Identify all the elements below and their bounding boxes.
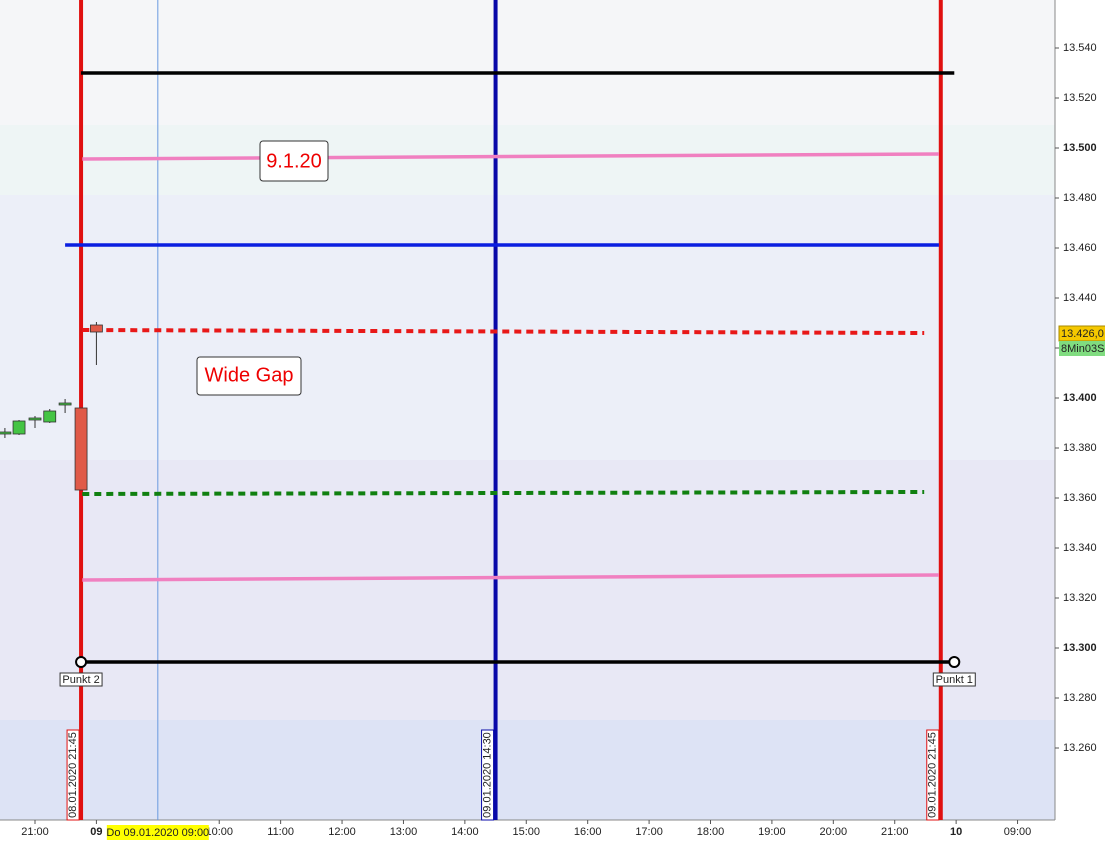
annotation: Wide Gap	[196, 356, 302, 396]
vertical-line-label-box	[66, 729, 80, 821]
anchor-point	[75, 656, 88, 668]
x-tick-label: 13:00	[390, 826, 418, 838]
horizontal-line	[82, 328, 925, 335]
x-tick-label: 10	[950, 826, 962, 838]
y-tick-label: 13.280	[1063, 692, 1097, 704]
vertical-line-label-box	[926, 729, 940, 821]
candle-body	[74, 407, 88, 491]
annotation-text: 9.1.20	[266, 150, 322, 172]
y-tick-label: 13.440	[1063, 292, 1097, 304]
x-tick-label: 17:00	[635, 826, 663, 838]
y-tick-label: 13.400	[1063, 392, 1097, 404]
point-label-box	[932, 672, 976, 687]
x-tick-label: 20:00	[820, 826, 848, 838]
y-tick-label: 13.320	[1063, 592, 1097, 604]
y-tick-label: 13.360	[1063, 492, 1097, 504]
x-tick-label: 16:00	[574, 826, 602, 838]
x-tick-label: 19:00	[758, 826, 786, 838]
y-tick-label: 13.300	[1063, 642, 1097, 654]
x-tick-label: 15:00	[513, 826, 541, 838]
horizontal-line	[82, 490, 925, 496]
x-tick-label: 12:00	[328, 826, 356, 838]
crosshair-label: Do 09.01.2020 09:00	[106, 827, 209, 839]
x-tick-label: 10:00	[205, 826, 233, 838]
x-tick-label: 18:00	[697, 826, 725, 838]
x-tick-label: 21:00	[21, 826, 49, 838]
candle-body	[58, 402, 72, 406]
anchor-point	[948, 656, 961, 668]
y-tick-label: 13.260	[1063, 742, 1097, 754]
x-tick-label: 21:00	[881, 826, 909, 838]
candle-body	[28, 417, 42, 421]
y-tick-label: 13.340	[1063, 542, 1097, 554]
timer-label: 8Min03Sec	[1061, 343, 1105, 355]
y-tick-label: 13.540	[1063, 42, 1097, 54]
candle-body	[12, 420, 26, 435]
point-label: Punkt 2	[62, 674, 99, 686]
point-label: Punkt 1	[936, 674, 973, 686]
y-tick-label: 13.480	[1063, 192, 1097, 204]
vertical-line-label-box	[481, 729, 495, 821]
horizontal-line	[82, 573, 939, 582]
x-tick-label: 09:00	[1004, 826, 1032, 838]
last-price-label: 13.426,0	[1061, 328, 1104, 340]
x-tick-label: 14:00	[451, 826, 479, 838]
annotation: 9.1.20	[259, 140, 329, 182]
candle-body	[0, 431, 12, 435]
x-tick-label: 11:00	[267, 826, 294, 838]
y-tick-label: 13.500	[1063, 142, 1097, 154]
vertical-line-label: 09.01.2020 21:45	[927, 732, 939, 818]
y-tick-label: 13.520	[1063, 92, 1097, 104]
point-label-box	[59, 672, 103, 687]
y-tick-label: 13.380	[1063, 442, 1097, 454]
candle-body	[43, 410, 57, 423]
timer-box	[1059, 341, 1105, 356]
vertical-line-label: 08.01.2020 21:45	[67, 732, 79, 818]
annotation-text: Wide Gap	[205, 364, 294, 386]
crosshair-label-box	[106, 825, 209, 840]
horizontal-line	[82, 152, 939, 161]
x-tick-label: 09	[90, 826, 102, 838]
candle-body	[90, 324, 103, 333]
vertical-line-label: 09.01.2020 14:30	[481, 732, 493, 818]
y-tick-label: 13.460	[1063, 242, 1097, 254]
